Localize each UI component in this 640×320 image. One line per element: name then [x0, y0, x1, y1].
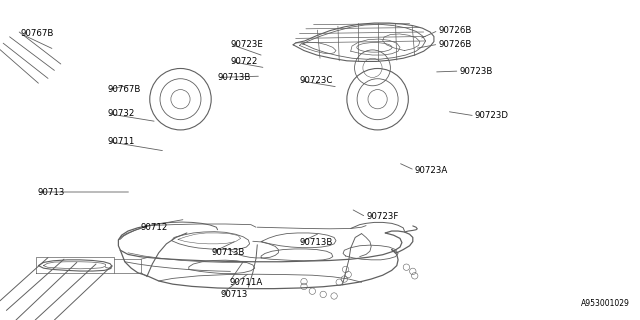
Text: 90726B: 90726B	[438, 40, 472, 49]
Text: 90713B: 90713B	[300, 238, 333, 247]
Text: 90767B: 90767B	[20, 29, 54, 38]
Text: 90723D: 90723D	[475, 111, 509, 120]
Text: 90723C: 90723C	[300, 76, 333, 85]
Text: 90722: 90722	[230, 57, 258, 66]
Text: 90723F: 90723F	[366, 212, 399, 221]
Text: 90713: 90713	[37, 188, 65, 196]
Text: 90767B: 90767B	[108, 85, 141, 94]
Text: 90723A: 90723A	[415, 166, 448, 175]
Text: 90723E: 90723E	[230, 40, 263, 49]
Text: 90713B: 90713B	[211, 248, 244, 257]
Text: A953001029: A953001029	[581, 299, 630, 308]
Text: 90732: 90732	[108, 109, 135, 118]
Text: 90713: 90713	[221, 290, 248, 299]
Text: 90726B: 90726B	[438, 26, 472, 35]
Text: 90723B: 90723B	[460, 67, 493, 76]
Text: 90711: 90711	[108, 137, 135, 146]
Text: 90713B: 90713B	[218, 73, 251, 82]
Text: 90712: 90712	[141, 223, 168, 232]
Text: 90711A: 90711A	[229, 278, 262, 287]
